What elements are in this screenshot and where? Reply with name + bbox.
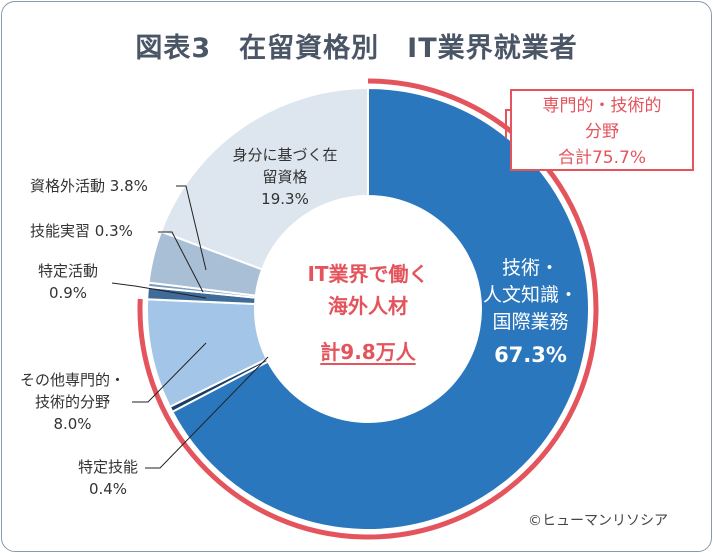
- donut-slice-6: [159, 86, 369, 271]
- label-line: 資格外活動: [30, 177, 106, 195]
- label-line: 国際業務: [492, 311, 569, 333]
- label-line: 技能実習: [30, 222, 91, 240]
- label-line: 留資格: [262, 168, 308, 186]
- center-line1: IT業界で働く: [307, 262, 429, 286]
- center-line2: 海外人材: [328, 294, 408, 318]
- leader-lines: [111, 109, 510, 469]
- professional-total-annotation: 専門的・技術的 分野 合計75.7%: [510, 89, 694, 171]
- leader-line-tokutei-gino: [145, 356, 269, 469]
- label-line: 身分に基づく在: [232, 146, 338, 164]
- value-label: 0.3%: [94, 222, 133, 240]
- slice-label-tokutei-gino: 特定技能 0.4%: [68, 456, 148, 500]
- label-line: 特定技能: [77, 458, 138, 476]
- label-line: 技術・: [501, 257, 559, 279]
- slice-label-mibun: 身分に基づく在 留資格 19.3%: [215, 144, 355, 210]
- slice-label-gijinkoku: 技術・ 人文知識・ 国際業務 67.3%: [478, 255, 583, 369]
- chart-title: 図表3 在留資格別 IT業界就業者: [135, 33, 578, 64]
- leader-line-other-professional: [132, 342, 207, 403]
- annotation-line: 専門的・技術的: [542, 96, 662, 116]
- label-line: その他専門的・: [19, 371, 125, 389]
- value-label: 0.4%: [88, 480, 128, 498]
- value-label: 8.0%: [53, 415, 92, 433]
- slice-label-other-professional: その他専門的・ 技術的分野 8.0%: [10, 369, 135, 435]
- center-label: IT業界で働く 海外人材 計9.8万人: [258, 258, 478, 368]
- leader-line-shikakugai: [176, 185, 207, 271]
- slice-label-shikakugai: 資格外活動 3.8%: [30, 175, 148, 197]
- label-line: 技術的分野: [34, 393, 110, 411]
- leader-line-gino-jisshu: [158, 231, 204, 293]
- donut-slice-0: [171, 86, 590, 531]
- value-label: 67.3%: [494, 343, 567, 367]
- center-total: 計9.8万人: [320, 340, 416, 364]
- value-label: 19.3%: [261, 190, 309, 208]
- annotation-line: 分野: [585, 122, 619, 142]
- value-label: 0.9%: [48, 284, 88, 302]
- slice-label-gino-jisshu: 技能実習 0.3%: [30, 220, 133, 242]
- leader-line-tokutei-katsudo: [111, 282, 207, 299]
- credit: ©ヒューマンリソシア: [528, 513, 668, 529]
- annotation-line: 合計75.7%: [557, 148, 646, 168]
- label-line: 人文知識・: [482, 284, 578, 306]
- label-line: 特定活動: [37, 262, 98, 280]
- value-label: 3.8%: [109, 177, 148, 195]
- slice-label-tokutei-katsudo: 特定活動 0.9%: [28, 260, 108, 304]
- annotation-connector: [505, 109, 510, 138]
